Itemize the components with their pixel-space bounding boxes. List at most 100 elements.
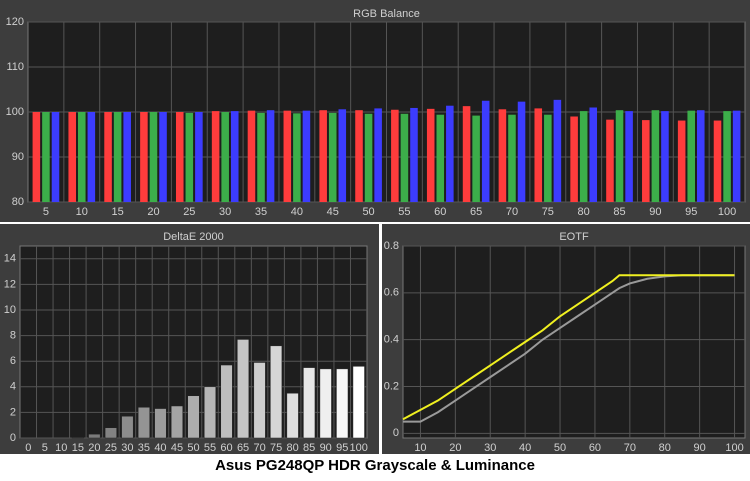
bar	[436, 114, 445, 202]
bar	[687, 110, 696, 202]
y-tick-label: 120	[6, 16, 24, 28]
x-tick-label: 70	[506, 206, 518, 218]
bar	[410, 107, 418, 202]
bar	[697, 110, 705, 202]
x-tick-label: 65	[470, 206, 482, 218]
bar	[51, 112, 60, 202]
x-tick-label: 60	[434, 206, 446, 218]
x-tick-label: 55	[398, 206, 410, 218]
bar	[211, 111, 220, 202]
y-tick-label: 4	[10, 381, 16, 393]
bar	[400, 113, 409, 202]
bar	[661, 111, 669, 202]
y-tick-label: 8	[10, 330, 16, 342]
bar	[88, 433, 101, 439]
bar	[319, 110, 327, 202]
bar	[615, 110, 624, 202]
bar	[723, 111, 731, 202]
y-tick-label: 0.8	[384, 240, 399, 252]
x-tick-label: 90	[694, 442, 706, 454]
x-tick-label: 80	[287, 442, 299, 454]
bar	[185, 112, 194, 202]
x-tick-label: 75	[542, 206, 554, 218]
y-tick-label: 100	[6, 106, 24, 118]
x-tick-label: 100	[350, 442, 368, 454]
x-tick-label: 85	[303, 442, 315, 454]
y-tick-label: 6	[10, 355, 16, 367]
chart-title: DeltaE 2000	[163, 231, 224, 243]
x-tick-label: 30	[484, 442, 496, 454]
x-tick-label: 100	[718, 206, 736, 218]
bar	[355, 110, 363, 202]
bar	[257, 112, 265, 202]
x-tick-label: 95	[336, 442, 348, 454]
bar	[71, 437, 84, 439]
bar	[203, 386, 217, 439]
x-tick-label: 40	[519, 442, 531, 454]
x-tick-label: 20	[147, 206, 159, 218]
bar	[247, 110, 256, 202]
bar	[517, 101, 526, 202]
x-tick-label: 65	[237, 442, 249, 454]
bar	[113, 112, 122, 202]
x-tick-label: 100	[725, 442, 743, 454]
bar	[175, 112, 184, 202]
bar	[606, 119, 614, 202]
line	[402, 274, 735, 421]
y-tick-label: 0.4	[384, 334, 399, 346]
y-tick-label: 0	[10, 432, 16, 444]
x-tick-label: 80	[578, 206, 590, 218]
bar	[544, 114, 552, 202]
x-tick-label: 15	[112, 206, 124, 218]
bar	[270, 345, 283, 439]
bar	[149, 112, 158, 202]
bar	[732, 110, 741, 202]
bar	[328, 112, 337, 202]
x-tick-label: 25	[183, 206, 195, 218]
bar	[187, 395, 200, 439]
bar	[553, 99, 562, 202]
bar	[195, 112, 203, 202]
bar	[391, 109, 399, 202]
x-tick-label: 50	[362, 206, 374, 218]
x-tick-label: 35	[255, 206, 267, 218]
plot-area	[402, 245, 746, 439]
x-tick-label: 45	[327, 206, 339, 218]
bar	[266, 110, 275, 202]
bar	[221, 112, 229, 202]
x-tick-label: 15	[72, 442, 84, 454]
bar	[472, 115, 480, 202]
x-tick-label: 95	[685, 206, 697, 218]
bar	[104, 112, 112, 202]
x-tick-label: 40	[154, 442, 166, 454]
bar	[68, 112, 76, 202]
y-tick-label: 10	[4, 304, 16, 316]
bar	[589, 107, 598, 202]
bar	[336, 368, 349, 439]
bar	[481, 100, 490, 202]
x-tick-label: 25	[105, 442, 117, 454]
x-tick-label: 55	[204, 442, 216, 454]
bar	[338, 109, 347, 202]
bar	[87, 112, 96, 202]
bar	[498, 109, 507, 202]
y-tick-label: 90	[12, 151, 24, 163]
bar	[534, 108, 543, 202]
bar	[374, 108, 382, 202]
x-tick-label: 10	[76, 206, 88, 218]
bar	[352, 366, 365, 439]
x-tick-label: 10	[414, 442, 426, 454]
x-tick-label: 40	[291, 206, 303, 218]
bar	[446, 105, 454, 202]
bar	[220, 364, 233, 439]
x-tick-label: 30	[219, 206, 231, 218]
x-tick-label: 5	[42, 442, 48, 454]
y-tick-label: 2	[10, 406, 16, 418]
x-tick-label: 10	[55, 442, 67, 454]
bar	[230, 111, 239, 202]
x-tick-label: 70	[253, 442, 265, 454]
chart-title: EOTF	[559, 231, 589, 243]
bar	[137, 407, 150, 439]
x-tick-label: 35	[138, 442, 150, 454]
